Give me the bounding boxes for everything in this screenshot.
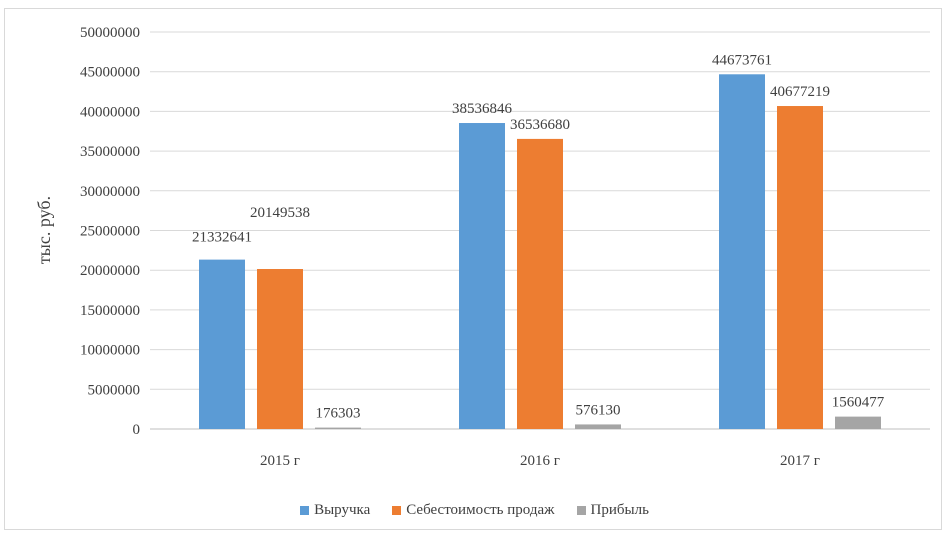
bar-2-3: [777, 106, 823, 429]
legend-item: Себестоимость продаж: [392, 502, 555, 519]
x-axis-categories: 2015 г 2016 г 2017 г: [260, 453, 820, 469]
bar-2-2: [517, 138, 563, 430]
y-tick-label: 40000000: [80, 104, 140, 120]
data-label: 176303: [316, 406, 361, 422]
y-tick-label: 15000000: [80, 303, 140, 319]
y-tick-label: 35000000: [80, 144, 140, 160]
data-label: 40677219: [770, 84, 830, 100]
bar-2-1: [257, 269, 303, 429]
bar-chart: 0 5000000 10000000 15000000 20000000 25000000…: [34, 25, 930, 469]
legend-item: Прибыль: [576, 502, 649, 519]
x-category-label: 2016 г: [520, 453, 560, 469]
legend-swatch: [392, 506, 402, 515]
y-tick-label: 25000000: [80, 224, 140, 240]
x-category-label: 2017 г: [780, 453, 820, 469]
y-tick-label: 30000000: [80, 184, 140, 200]
bar-3-1: [315, 427, 361, 429]
y-tick-label: 45000000: [80, 65, 140, 81]
y-tick-label: 10000000: [80, 343, 140, 359]
data-label: 38536846: [452, 101, 513, 117]
y-tick-label: 5000000: [88, 382, 141, 398]
legend-swatch: [300, 506, 310, 515]
data-label: 36536680: [510, 117, 570, 133]
y-axis-ticks: 0 5000000 10000000 15000000 20000000 25000000…: [80, 25, 140, 438]
legend-label: Прибыль: [590, 502, 649, 518]
y-axis-title: тыс. руб.: [34, 196, 54, 264]
bar-1-2: [459, 123, 505, 429]
data-label: 576130: [576, 402, 621, 418]
legend-label: Выручка: [314, 502, 371, 518]
legend-swatch: [576, 506, 586, 515]
data-label: 21332641: [192, 230, 252, 246]
legend-label: Себестоимость продаж: [406, 502, 555, 518]
bar-1-3: [719, 74, 765, 429]
x-category-label: 2015 г: [260, 453, 300, 469]
y-tick-label: 20000000: [80, 263, 140, 279]
data-label: 44673761: [712, 52, 772, 68]
legend: Выручка Себестоимость продаж Прибыль: [0, 502, 949, 519]
data-label: 1560477: [832, 395, 885, 411]
bar-1-1: [199, 259, 245, 429]
bar-3-2: [575, 424, 621, 429]
bars: [199, 74, 881, 430]
y-tick-label: 0: [133, 422, 141, 438]
bar-3-3: [835, 416, 881, 429]
legend-item: Выручка: [300, 502, 370, 519]
y-tick-label: 50000000: [80, 25, 140, 41]
data-label: 20149538: [250, 205, 310, 221]
